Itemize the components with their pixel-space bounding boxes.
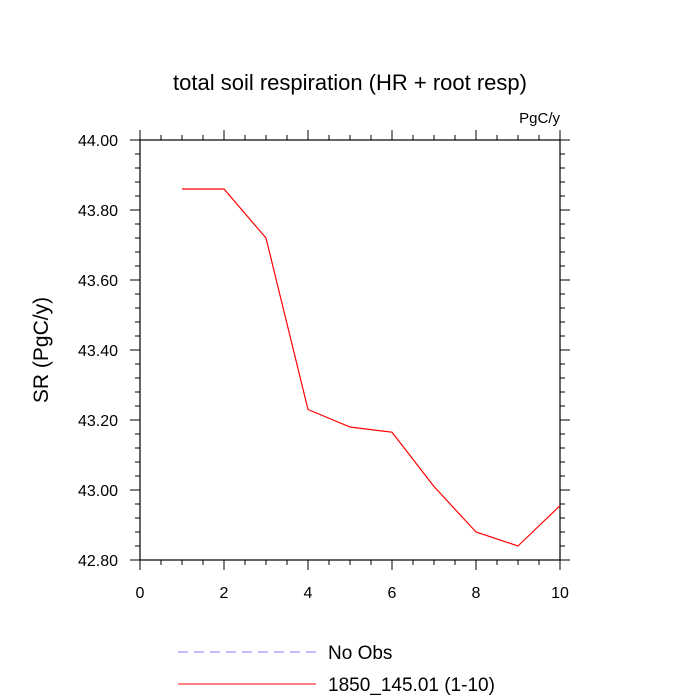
data-point <box>433 485 436 488</box>
y-tick-label: 43.80 <box>78 203 118 220</box>
series-line <box>182 188 561 547</box>
axis-ticks <box>130 130 570 570</box>
data-point <box>181 188 184 191</box>
y-tick-label: 42.80 <box>78 553 118 570</box>
x-tick-label: 6 <box>388 585 397 602</box>
x-tick-label: 2 <box>220 585 229 602</box>
data-point <box>223 188 226 191</box>
chart-title: total soil respiration (HR + root resp) <box>173 70 527 95</box>
y-tick-label: 43.20 <box>78 413 118 430</box>
units-label: PgC/y <box>519 110 560 127</box>
data-point <box>559 504 562 507</box>
axis-tick-labels: 0 2 4 6 8 10 42.80 43.00 43.20 43.40 43.60 43.80 44.… <box>78 133 569 602</box>
x-tick-label: 0 <box>136 585 145 602</box>
data-point <box>391 431 394 434</box>
y-tick-label: 43.00 <box>78 483 118 500</box>
data-point <box>349 426 352 429</box>
data-point <box>307 408 310 411</box>
legend-label: No Obs <box>328 643 392 664</box>
x-tick-label: 8 <box>472 585 481 602</box>
data-point <box>475 531 478 534</box>
plot-frame <box>139 139 561 561</box>
y-tick-label: 43.40 <box>78 343 118 360</box>
y-tick-label: 43.60 <box>78 273 118 290</box>
legend: No Obs 1850_145.01 (1-10) <box>178 643 495 696</box>
data-point <box>517 545 520 548</box>
y-axis-label: SR (PgC/y) <box>30 297 53 403</box>
series-group <box>181 188 562 548</box>
legend-label: 1850_145.01 (1-10) <box>328 675 495 696</box>
x-tick-label: 4 <box>304 585 313 602</box>
data-point <box>265 237 268 240</box>
y-tick-label: 44.00 <box>78 133 118 150</box>
x-tick-label: 10 <box>551 585 569 602</box>
